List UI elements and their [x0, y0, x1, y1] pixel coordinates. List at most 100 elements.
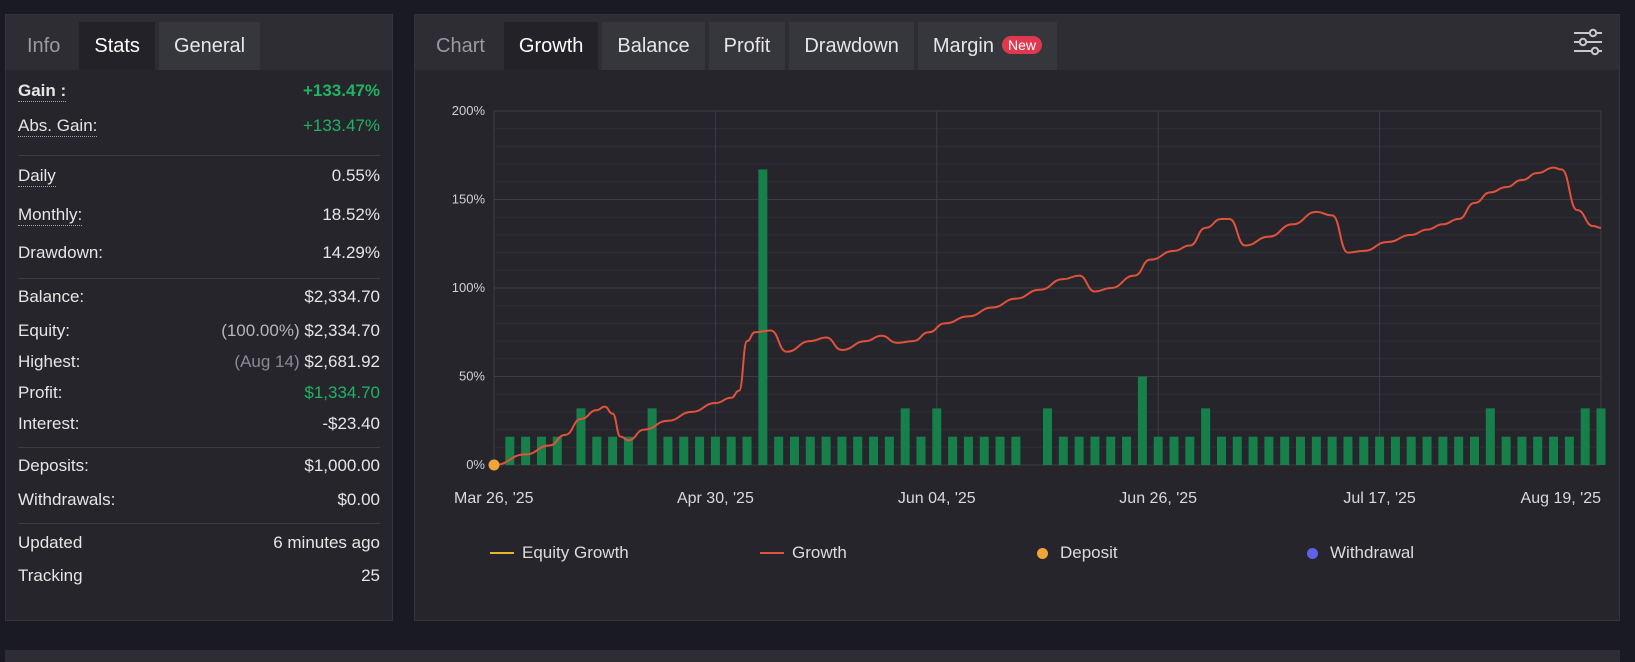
- stats-tabbar: Info Stats General: [6, 15, 392, 70]
- growth-bar: [1549, 436, 1559, 465]
- tab-general[interactable]: General: [158, 22, 261, 70]
- stat-profit: Profit: $1,334.70: [18, 377, 380, 408]
- legend-dot-icon: [1307, 547, 1318, 559]
- stat-daily: Daily 0.55%: [18, 156, 380, 196]
- stat-equity: Equity: (100.00%) $2,334.70: [18, 315, 380, 346]
- legend-growth[interactable]: Growth: [760, 543, 847, 563]
- growth-bar: [1375, 436, 1385, 465]
- growth-bar: [979, 436, 989, 465]
- growth-bar: [1580, 408, 1590, 465]
- highest-label: Highest:: [18, 351, 81, 371]
- growth-bar: [758, 169, 768, 465]
- legend-equity-growth[interactable]: Equity Growth: [490, 543, 629, 563]
- growth-bar: [521, 436, 531, 465]
- growth-bar: [1359, 436, 1369, 465]
- drawdown-label: Drawdown:: [18, 243, 104, 262]
- equity-label: Equity:: [18, 320, 70, 340]
- updated-label: Updated: [18, 533, 83, 552]
- growth-bar: [1564, 436, 1574, 465]
- growth-bar: [837, 436, 847, 465]
- tab-profit[interactable]: Profit: [708, 22, 786, 70]
- growth-bar: [1596, 408, 1606, 465]
- chart-panel: Chart Growth Balance Profit Drawdown Mar…: [414, 14, 1620, 621]
- stat-balance: Balance: $2,334.70: [18, 279, 380, 315]
- legend-label: Deposit: [1060, 543, 1118, 562]
- stat-updated: Updated 6 minutes ago: [18, 524, 380, 562]
- tab-balance[interactable]: Balance: [602, 22, 705, 70]
- x-tick-label: Aug 19, '25: [1521, 490, 1602, 507]
- growth-bar: [774, 436, 784, 465]
- legend-withdrawal[interactable]: Withdrawal: [1307, 543, 1414, 563]
- growth-bar: [1201, 408, 1211, 465]
- chart-settings-button[interactable]: [1571, 25, 1605, 59]
- abs-gain-value: +133.47%: [302, 116, 380, 135]
- growth-bar: [1011, 436, 1021, 465]
- gain-value: +133.47%: [302, 81, 380, 100]
- legend-label: Equity Growth: [522, 543, 629, 562]
- growth-bar: [869, 436, 879, 465]
- daily-value: 0.55%: [331, 166, 380, 185]
- growth-bar: [995, 436, 1005, 465]
- tab-stats[interactable]: Stats: [79, 22, 155, 70]
- legend-dot-icon: [1037, 547, 1048, 559]
- new-badge: New: [1001, 36, 1042, 54]
- legend-deposit[interactable]: Deposit: [1037, 543, 1118, 563]
- growth-bar: [695, 436, 705, 465]
- growth-bar: [1264, 436, 1274, 465]
- growth-bar: [1248, 436, 1258, 465]
- growth-bar: [1438, 436, 1448, 465]
- growth-bar: [1296, 436, 1306, 465]
- equity-percent: (100.00%): [221, 320, 300, 340]
- growth-bar: [623, 436, 633, 465]
- tab-growth[interactable]: Growth: [503, 22, 599, 70]
- tracking-value: 25: [361, 566, 380, 585]
- stat-drawdown: Drawdown: 14.29%: [18, 234, 380, 272]
- growth-bar: [821, 436, 831, 465]
- stat-deposits: Deposits: $1,000.00: [18, 448, 380, 484]
- deposits-label: Deposits:: [18, 456, 89, 475]
- x-tick-label: Jun 04, '25: [898, 490, 976, 507]
- tab-margin-label: Margin: [932, 35, 994, 57]
- x-tick-label: Apr 30, '25: [677, 490, 754, 507]
- balance-value: $2,334.70: [304, 287, 380, 306]
- tab-margin[interactable]: Margin New: [917, 22, 1057, 70]
- growth-bar: [948, 436, 958, 465]
- growth-bar: [1327, 436, 1337, 465]
- gain-label[interactable]: Gain :: [18, 80, 67, 102]
- tracking-label: Tracking: [18, 566, 83, 585]
- growth-bar: [576, 408, 586, 465]
- withdrawals-value: $0.00: [337, 489, 380, 509]
- tab-info[interactable]: Info: [27, 35, 61, 57]
- growth-chart[interactable]: 0% 50% 100% 150% 200% Mar 26, '25 Apr 30, '25 J…: [415, 75, 1619, 525]
- y-tick-label: 100%: [452, 280, 486, 295]
- growth-bar: [679, 436, 689, 465]
- stat-tracking: Tracking 25: [18, 562, 380, 590]
- growth-bar: [884, 436, 894, 465]
- deposits-value: $1,000.00: [304, 456, 380, 475]
- growth-bar: [1485, 408, 1495, 465]
- monthly-value: 18.52%: [322, 205, 380, 224]
- growth-bar: [536, 436, 546, 465]
- abs-gain-label[interactable]: Abs. Gain:: [18, 115, 98, 137]
- y-tick-label: 0%: [466, 457, 485, 472]
- growth-bar: [853, 436, 863, 465]
- tab-drawdown[interactable]: Drawdown: [789, 22, 914, 70]
- legend-line-icon: [490, 552, 514, 554]
- growth-bar: [1090, 436, 1100, 465]
- sliders-icon: [1574, 28, 1602, 56]
- growth-bar: [916, 436, 926, 465]
- growth-bar: [1501, 436, 1511, 465]
- daily-label[interactable]: Daily: [18, 165, 56, 187]
- growth-bar: [1469, 436, 1479, 465]
- growth-bar: [742, 436, 752, 465]
- growth-bar: [1058, 436, 1068, 465]
- stat-abs-gain: Abs. Gain: +133.47%: [18, 107, 380, 145]
- growth-bar: [1169, 436, 1179, 465]
- monthly-label[interactable]: Monthly:: [18, 204, 83, 226]
- stats-list: Gain : +133.47% Abs. Gain: +133.47% Dail…: [18, 75, 380, 590]
- divider: [18, 523, 380, 524]
- bottom-panel-edge: [5, 650, 1620, 662]
- growth-bar: [1280, 436, 1290, 465]
- stat-withdrawals: Withdrawals: $0.00: [18, 484, 380, 515]
- tab-chart[interactable]: Chart: [436, 35, 485, 57]
